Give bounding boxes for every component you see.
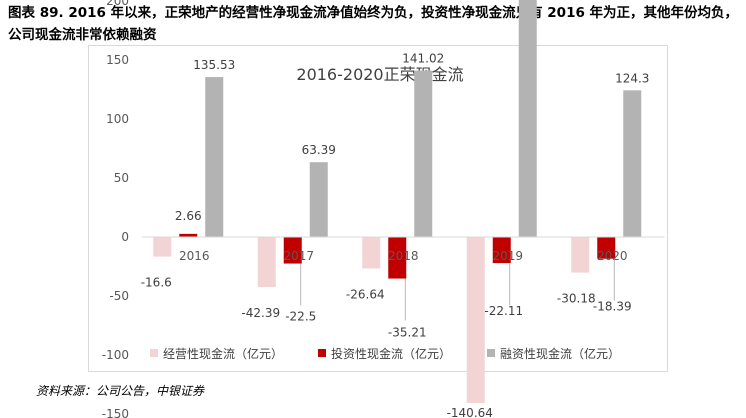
x-tick-label: 2016 [179, 249, 210, 263]
y-tick-label: -100 [102, 348, 129, 362]
y-tick-label: 150 [106, 53, 129, 67]
bar-series [153, 0, 642, 403]
data-label: 124.3 [615, 71, 649, 85]
y-tick-label: -50 [109, 289, 129, 303]
bar-2018-s1 [388, 237, 407, 279]
data-label: -22.5 [285, 310, 316, 324]
data-label: 2.66 [175, 209, 202, 223]
x-tick-label: 2017 [283, 249, 314, 263]
bar-2017-s1 [283, 237, 302, 264]
legend-swatch [487, 349, 495, 357]
y-tick-label: 0 [121, 230, 129, 244]
y-tick-label: -150 [102, 407, 129, 418]
legend-label: 投资性现金流（亿元） [331, 346, 451, 361]
x-tick-label: 2019 [492, 249, 523, 263]
data-label: -22.11 [484, 304, 523, 318]
bar-2020-s2 [623, 90, 642, 238]
data-labels: -16.6 -42.39 -26.64 -140.64 -30.18 2.66 -22.5 -… [141, 52, 650, 418]
y-tick-label: 50 [114, 171, 129, 185]
bar-2020-s1 [597, 237, 616, 259]
bar-2017-s0 [257, 237, 276, 288]
x-axis-tick-labels: 2016 2017 2018 2019 2020 [179, 249, 628, 263]
legend-swatch [318, 349, 326, 357]
x-tick-label: 2020 [597, 249, 628, 263]
bar-2016-s0 [153, 237, 172, 257]
legend-label: 融资性现金流（亿元） [500, 346, 620, 361]
legend-label: 经营性现金流（亿元） [163, 346, 283, 361]
chart-frame [88, 45, 668, 372]
bar-2017-s2 [309, 162, 328, 237]
data-label: -26.64 [346, 287, 385, 301]
data-label: -140.64 [447, 406, 493, 418]
data-label: -42.39 [241, 306, 280, 320]
data-label: -35.21 [388, 326, 427, 340]
data-label: -30.18 [557, 292, 596, 306]
bar-2019-s0 [466, 237, 485, 403]
legend-swatch [150, 349, 158, 357]
source-note: 资料来源：公司公告，中银证券 [36, 384, 205, 398]
data-label: 141.02 [402, 52, 444, 66]
bar-2016-s1 [179, 233, 198, 237]
y-axis: 200 150 100 50 0 -50 -100 -150 [102, 0, 129, 418]
bar-2019-s2 [518, 0, 537, 238]
bar-2018-s0 [362, 237, 381, 269]
y-tick-label: 100 [106, 112, 129, 126]
data-label: -16.6 [141, 276, 172, 290]
chart-title: 2016-2020正荣现金流 [296, 65, 463, 84]
bar-2018-s2 [414, 70, 433, 237]
data-label: 63.39 [302, 143, 336, 157]
data-label: -18.39 [593, 300, 632, 314]
bar-2019-s1 [492, 237, 511, 264]
data-label: 135.53 [193, 58, 235, 72]
bar-2016-s2 [205, 77, 224, 237]
figure-caption: 图表 89. 2016 年以来，正荣地产的经营性净现金流净值始终为负，投资性净现… [8, 5, 739, 43]
x-tick-label: 2018 [388, 249, 419, 263]
y-tick-label: 200 [106, 0, 129, 8]
legend: 经营性现金流（亿元） 投资性现金流（亿元） 融资性现金流（亿元） [150, 346, 620, 361]
bar-2020-s0 [571, 237, 590, 273]
